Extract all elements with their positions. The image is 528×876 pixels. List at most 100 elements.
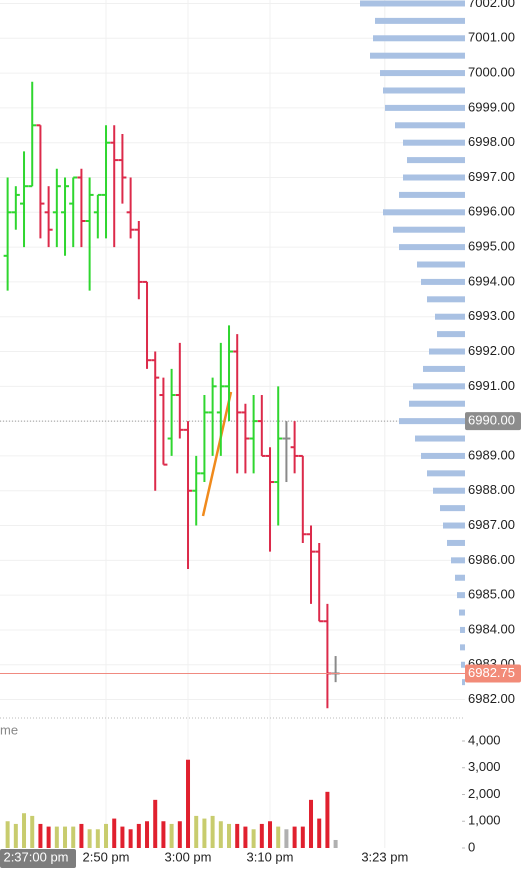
y-tick-label: 6990.00: [468, 413, 515, 428]
y-tick-label: 6991.00: [468, 378, 515, 393]
volume-bar: [317, 818, 322, 848]
profile-bar: [415, 435, 465, 442]
profile-bar: [429, 348, 465, 355]
profile-bar: [440, 505, 465, 512]
volume-bar: [177, 821, 182, 848]
x-tick-label: 3:10 pm: [247, 849, 294, 864]
last-price-label: 6982.75: [468, 665, 515, 680]
y-tick-label: 6993.00: [468, 308, 515, 323]
y-tick-label: 3,000: [468, 759, 501, 774]
y-tick-label: 6999.00: [468, 99, 515, 114]
volume-bar: [63, 826, 68, 848]
y-tick-label: 6984.00: [468, 621, 515, 636]
profile-bar: [360, 0, 465, 7]
y-tick-label: 6996.00: [468, 204, 515, 219]
volume-bar: [120, 826, 125, 848]
profile-bar: [462, 679, 465, 686]
y-tick-label: 6986.00: [468, 552, 515, 567]
y-tick-label: 6995.00: [468, 239, 515, 254]
volume-bar: [300, 826, 305, 848]
volume-bar: [13, 823, 18, 848]
volume-bar: [145, 821, 150, 848]
volume-bar: [30, 815, 35, 848]
profile-bar: [385, 104, 465, 111]
volume-bar: [46, 826, 51, 848]
y-tick-label: 6997.00: [468, 169, 515, 184]
volume-bar: [210, 815, 215, 848]
volume-bar: [309, 799, 314, 848]
y-tick-label: 6998.00: [468, 134, 515, 149]
volume-bar: [284, 829, 289, 848]
y-tick-label: 7000.00: [468, 65, 515, 80]
volume-bar: [243, 826, 248, 848]
volume-bar: [22, 813, 27, 848]
volume-bar: [79, 823, 84, 848]
volume-bar: [136, 823, 141, 848]
volume-bar: [268, 821, 273, 848]
volume-bar: [161, 821, 166, 848]
profile-bar: [417, 261, 465, 268]
profile-bar: [437, 331, 465, 338]
profile-bar: [427, 470, 465, 477]
last-price-box: [465, 664, 521, 683]
crosshair-box: [0, 849, 76, 868]
profile-bar: [460, 626, 465, 633]
volume-bar: [333, 839, 338, 848]
x-tick-label: 3:23 pm: [361, 849, 408, 864]
profile-bar: [393, 226, 465, 233]
profile-bar: [413, 383, 465, 390]
y-tick-label: 7001.00: [468, 30, 515, 45]
profile-bar: [403, 174, 465, 181]
volume-title: me: [0, 722, 18, 737]
y-tick-label: 2,000: [468, 786, 501, 801]
y-tick-label: 7002.00: [468, 0, 515, 10]
profile-bar: [435, 313, 465, 320]
volume-bar: [128, 829, 133, 848]
profile-bar: [447, 539, 465, 546]
profile-bar: [433, 487, 465, 494]
profile-bar: [380, 70, 465, 77]
x-tick-label: 3:00 pm: [165, 849, 212, 864]
profile-bar: [457, 592, 465, 599]
y-tick-label: 6989.00: [468, 447, 515, 462]
crosshair-label: 2:37:00 pm: [3, 849, 68, 864]
profile-bar: [407, 157, 465, 164]
volume-bar: [276, 826, 281, 848]
highlight-box: [465, 412, 521, 431]
y-tick-label: 4,000: [468, 732, 501, 747]
profile-bar: [375, 17, 465, 24]
volume-bar: [194, 815, 199, 848]
volume-bar: [202, 818, 207, 848]
y-tick-label: 0: [468, 839, 475, 854]
volume-bar: [259, 823, 264, 848]
profile-bar: [395, 122, 465, 129]
y-tick-label: 6982.00: [468, 691, 515, 706]
volume-bar: [112, 818, 117, 848]
volume-bar: [325, 791, 330, 848]
profile-bar: [427, 296, 465, 303]
volume-bar: [186, 759, 191, 848]
volume-bar: [251, 829, 256, 848]
profile-bar: [421, 452, 465, 459]
volume-bar: [54, 826, 59, 848]
profile-bar: [459, 609, 465, 616]
volume-bar: [104, 823, 109, 848]
volume-bar: [235, 823, 240, 848]
profile-bar: [451, 557, 465, 564]
y-tick-label: 6994.00: [468, 273, 515, 288]
x-tick-label: 2:50 pm: [83, 849, 130, 864]
profile-bar: [383, 209, 465, 216]
profile-bar: [421, 278, 465, 285]
y-tick-label: 6992.00: [468, 343, 515, 358]
profile-bar: [460, 644, 465, 651]
profile-bar: [423, 365, 465, 372]
profile-bar: [383, 87, 465, 94]
y-tick-label: 6985.00: [468, 587, 515, 602]
profile-bar: [399, 244, 465, 251]
profile-bar: [399, 191, 465, 198]
profile-bar: [399, 418, 465, 425]
volume-bar: [87, 829, 92, 848]
profile-bar: [409, 400, 465, 407]
volume-bar: [38, 823, 43, 848]
